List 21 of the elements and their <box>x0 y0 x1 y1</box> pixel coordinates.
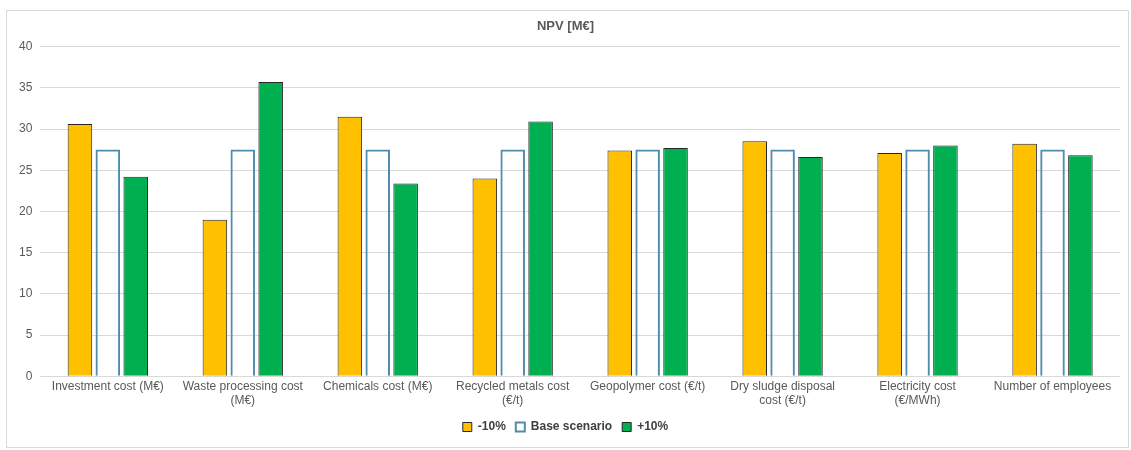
x-tick-label: Number of employees <box>993 378 1112 393</box>
y-tick-label: 10 <box>18 286 33 301</box>
y-tick-label: 5 <box>25 327 33 342</box>
y-tick-label: 40 <box>18 38 33 53</box>
y-tick-label: 35 <box>18 80 33 95</box>
x-tick-label: Waste processing cost (M€) <box>182 378 304 408</box>
y-tick-label: 15 <box>18 244 33 259</box>
chart-title: NPV [M€] <box>536 18 595 34</box>
x-tick-label: Recycled metals cost (€/t) <box>456 378 571 408</box>
legend-label: +10% <box>637 419 669 434</box>
y-tick-label: 0 <box>25 368 33 383</box>
y-tick-label: 20 <box>18 203 33 218</box>
x-tick-label: Investment cost (M€) <box>51 378 164 393</box>
x-tick-label: Geopolymer cost (€/t) <box>589 378 706 393</box>
legend-label: -10% <box>477 419 507 434</box>
x-tick-label: Chemicals cost (M€) <box>323 378 433 393</box>
y-tick-label: 25 <box>18 162 33 177</box>
legend-label: Base scenario <box>530 419 613 434</box>
x-tick-label: Dry sludge disposal cost (€/t) <box>730 378 835 408</box>
x-tick-label: Electricity cost (€/MWh) <box>879 378 957 408</box>
y-tick-label: 30 <box>18 121 33 136</box>
